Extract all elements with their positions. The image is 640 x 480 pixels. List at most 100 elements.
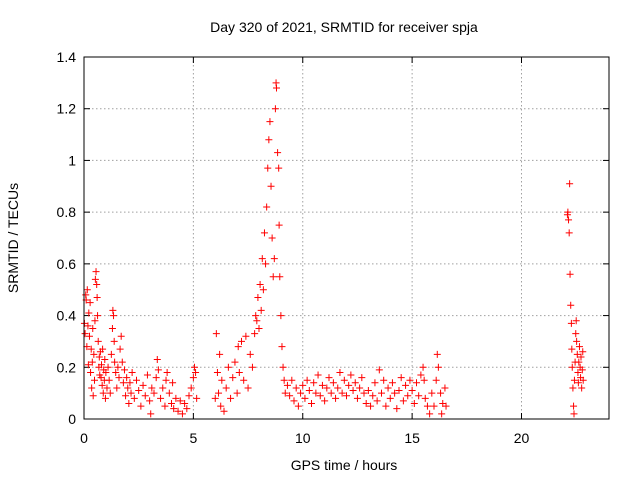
data-point	[349, 387, 357, 395]
data-point	[428, 389, 436, 397]
data-point	[574, 368, 582, 376]
data-point	[93, 281, 101, 289]
data-point	[301, 394, 309, 402]
data-point	[565, 216, 573, 224]
data-point	[402, 381, 410, 389]
data-point	[240, 376, 248, 384]
data-point	[271, 105, 279, 113]
data-point	[343, 392, 350, 400]
data-point	[122, 392, 130, 400]
data-point	[323, 384, 331, 392]
data-point	[159, 384, 167, 392]
data-point	[153, 356, 161, 364]
data-point	[360, 389, 368, 397]
data-point	[275, 164, 283, 172]
data-point	[135, 387, 143, 395]
data-point	[111, 358, 119, 366]
data-point	[442, 402, 450, 410]
data-point	[568, 363, 576, 371]
data-point	[94, 312, 102, 320]
data-point	[305, 387, 313, 395]
data-points	[80, 79, 587, 418]
data-point	[329, 379, 337, 387]
chart-title: Day 320 of 2021, SRMTID for receiver spj…	[210, 19, 478, 35]
data-point	[578, 384, 586, 392]
data-point	[141, 392, 149, 400]
data-point	[99, 345, 107, 353]
data-point	[280, 376, 288, 384]
data-point	[266, 118, 274, 126]
data-point	[213, 368, 221, 376]
data-point	[257, 306, 265, 314]
data-point	[575, 358, 583, 366]
data-point	[218, 376, 226, 384]
data-point	[212, 330, 220, 338]
data-point	[248, 363, 256, 371]
data-point	[120, 366, 128, 374]
data-point	[314, 371, 322, 379]
data-point	[150, 389, 158, 397]
data-point	[133, 376, 140, 384]
data-point	[345, 381, 353, 389]
data-point	[255, 325, 263, 332]
data-point	[299, 381, 307, 389]
data-point	[157, 394, 165, 402]
data-point	[364, 387, 372, 395]
data-point	[310, 379, 318, 387]
data-point	[393, 405, 401, 413]
data-point	[423, 402, 431, 410]
data-point	[267, 182, 275, 190]
data-point	[283, 381, 291, 389]
data-point	[564, 208, 572, 216]
data-point	[336, 368, 344, 376]
data-point	[567, 319, 575, 327]
data-point	[579, 348, 587, 356]
data-point	[278, 343, 286, 351]
data-point	[276, 273, 284, 281]
data-point	[566, 180, 574, 188]
data-point	[334, 384, 342, 392]
data-point	[98, 361, 105, 369]
x-tick-label: 15	[404, 430, 420, 446]
data-point	[92, 268, 100, 276]
data-point	[433, 350, 441, 358]
data-point	[81, 330, 89, 338]
data-point	[94, 337, 102, 345]
data-point	[270, 255, 278, 263]
data-point	[421, 394, 429, 402]
data-point	[382, 402, 390, 410]
data-point	[327, 389, 335, 397]
data-point	[107, 350, 115, 358]
data-point	[384, 384, 392, 392]
data-point	[577, 353, 585, 361]
data-point	[123, 374, 131, 382]
data-point	[172, 394, 180, 402]
data-point	[229, 374, 237, 382]
data-point	[193, 394, 201, 402]
data-point	[388, 379, 396, 387]
data-point	[369, 392, 377, 400]
axis-ticks: 0 0.2 0.4 0.6 0.8 1 1.2 1.4 0 5 10 15 20	[57, 49, 609, 446]
data-point	[391, 389, 399, 397]
data-point	[426, 410, 434, 418]
data-point	[353, 394, 361, 402]
data-point	[312, 389, 320, 397]
data-point	[90, 350, 98, 358]
data-point	[432, 376, 440, 384]
data-point	[397, 374, 405, 382]
data-point	[404, 392, 412, 400]
data-point	[290, 397, 298, 405]
data-point	[434, 363, 442, 371]
data-point	[318, 381, 326, 389]
grid-lines	[84, 57, 609, 419]
data-point	[91, 275, 99, 283]
data-point	[176, 397, 184, 405]
x-tick-label: 20	[514, 430, 530, 446]
data-point	[253, 317, 261, 325]
data-point	[85, 332, 93, 340]
data-point	[430, 402, 438, 410]
data-point	[112, 368, 120, 376]
data-point	[308, 399, 315, 407]
data-point	[567, 301, 575, 309]
